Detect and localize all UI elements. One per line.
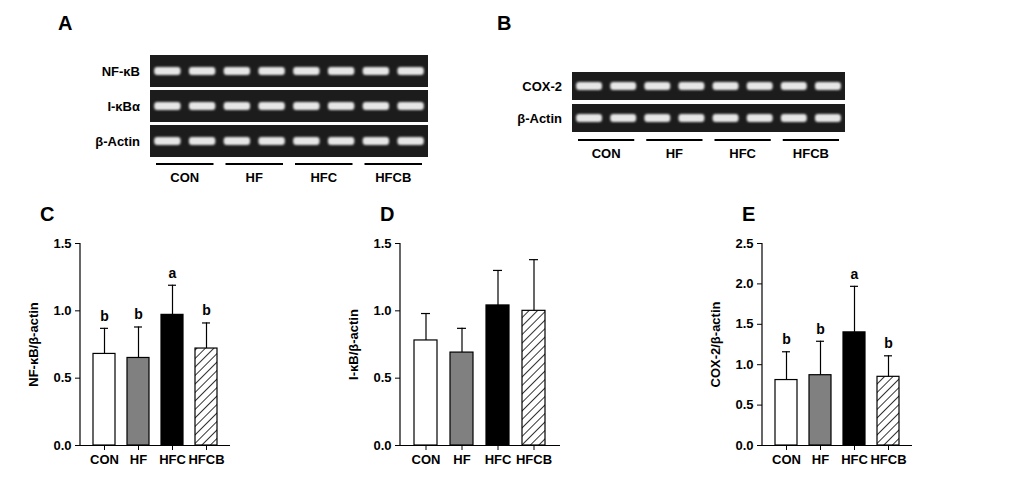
svg-text:I-κBα: I-κBα	[107, 99, 140, 114]
svg-text:a: a	[851, 266, 859, 282]
html-text:C: C	[40, 203, 55, 225]
svg-text:NF-κB: NF-κB	[102, 64, 140, 79]
svg-text:HF: HF	[130, 452, 147, 467]
svg-text:NF-κB/β-actin: NF-κB/β-actin	[26, 302, 41, 387]
svg-text:2.5: 2.5	[735, 236, 753, 251]
svg-text:β-Actin: β-Actin	[517, 111, 562, 126]
svg-text:HFCB: HFCB	[375, 170, 411, 185]
svg-text:HFCB: HFCB	[793, 146, 829, 161]
html-text:E: E	[742, 203, 756, 225]
svg-text:1.5: 1.5	[53, 236, 71, 251]
svg-text:b: b	[202, 302, 211, 318]
svg-text:CON: CON	[90, 452, 119, 467]
svg-text:a: a	[169, 265, 177, 281]
svg-text:b: b	[884, 335, 893, 351]
svg-text:0.0: 0.0	[373, 438, 391, 453]
svg-text:0.0: 0.0	[735, 438, 753, 453]
svg-text:HFC: HFC	[310, 170, 337, 185]
svg-text:1.0: 1.0	[373, 303, 391, 318]
svg-text:A: A	[58, 12, 72, 34]
svg-text:CON: CON	[592, 146, 621, 161]
svg-text:1.5: 1.5	[373, 236, 391, 251]
svg-text:2.0: 2.0	[735, 276, 753, 291]
svg-text:b: b	[816, 321, 825, 337]
svg-text:0.5: 0.5	[53, 370, 71, 385]
svg-text:HF: HF	[812, 452, 829, 467]
svg-text:0.5: 0.5	[373, 370, 391, 385]
svg-text:HFC: HFC	[485, 452, 512, 467]
svg-text:1.0: 1.0	[53, 303, 71, 318]
svg-text:HFC: HFC	[841, 452, 868, 467]
svg-text:HF: HF	[666, 146, 683, 161]
svg-text:HF: HF	[246, 170, 263, 185]
svg-text:B: B	[497, 12, 511, 34]
svg-text:HF: HF	[453, 452, 470, 467]
svg-text:HFCB: HFCB	[516, 452, 552, 467]
svg-text:HFC: HFC	[159, 452, 186, 467]
svg-text:HFC: HFC	[729, 146, 756, 161]
svg-text:β-Actin: β-Actin	[95, 134, 140, 149]
svg-text:b: b	[134, 306, 143, 322]
svg-text:0.5: 0.5	[735, 397, 753, 412]
svg-text:b: b	[100, 308, 109, 324]
svg-text:COX-2: COX-2	[522, 79, 562, 94]
svg-text:COX-2/β-actin: COX-2/β-actin	[708, 301, 723, 387]
html-text:D: D	[380, 203, 395, 225]
svg-text:CON: CON	[772, 452, 801, 467]
svg-text:HFCB: HFCB	[188, 452, 224, 467]
svg-text:I-κB/β-actin: I-κB/β-actin	[346, 309, 361, 380]
svg-text:1.0: 1.0	[735, 357, 753, 372]
svg-text:0.0: 0.0	[53, 438, 71, 453]
svg-text:CON: CON	[170, 170, 199, 185]
svg-text:1.5: 1.5	[735, 316, 753, 331]
svg-text:HFCB: HFCB	[870, 452, 906, 467]
svg-text:b: b	[782, 331, 791, 347]
svg-text:CON: CON	[412, 452, 441, 467]
